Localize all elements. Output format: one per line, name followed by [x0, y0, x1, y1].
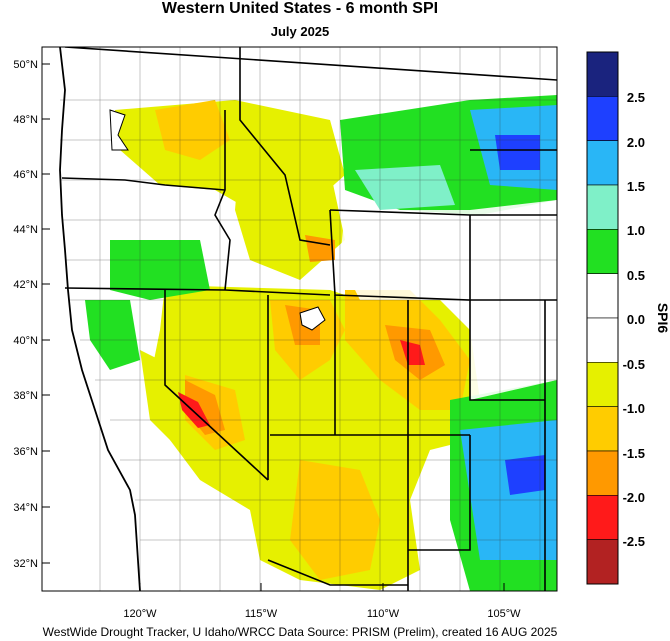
field-near-normal-wyoming — [340, 210, 470, 300]
legend-bin — [586, 539, 619, 585]
legend-tick-0.0: 0.0 — [627, 312, 645, 327]
lon-label-110w: 110°W — [367, 608, 400, 620]
legend-bin — [586, 96, 619, 141]
lat-label-50: 50°N — [13, 59, 38, 71]
map-subtitle: July 2025 — [270, 24, 330, 39]
county-grid — [60, 47, 557, 591]
legend-bin — [586, 362, 619, 407]
lat-axis — [42, 63, 50, 564]
lon-label-115w: 115°W — [245, 608, 278, 620]
lat-label-36: 36°N — [13, 446, 38, 458]
map-title: Western United States - 6 month SPI — [161, 0, 439, 17]
field-wet-california-coast — [85, 300, 140, 370]
legend-tick-2.0: 2.0 — [627, 135, 645, 150]
pacific-ocean — [42, 47, 140, 591]
lat-label-32: 32°N — [13, 558, 38, 570]
legend-bin — [586, 51, 619, 97]
legend-bin — [586, 495, 619, 540]
field-near-normal-oregon — [60, 190, 200, 240]
field-moderate-dry-oregon-north — [155, 100, 230, 160]
field-moderate-dry-arizona — [290, 460, 380, 580]
state-borders — [61, 47, 557, 591]
lon-axis — [139, 583, 505, 591]
lat-label-44: 44°N — [13, 224, 38, 236]
legend-title: SPI6 — [655, 303, 670, 334]
legend-tick-neg2.0: -2.0 — [623, 490, 645, 505]
legend-tick-neg1.5: -1.5 — [623, 446, 645, 461]
field-extreme-wet-dakotas — [495, 135, 540, 170]
puget-sound — [109, 109, 129, 151]
legend-bin — [586, 273, 619, 319]
field-wet-oregon — [110, 240, 210, 300]
lat-label-34: 34°N — [13, 502, 38, 514]
lat-label-38: 38°N — [13, 390, 38, 402]
legend-tick-neg1.0: -1.0 — [623, 401, 645, 416]
legend-bin — [586, 229, 619, 274]
legend-bin — [586, 317, 619, 363]
map-panel — [42, 47, 557, 591]
lon-label-105w: 105°W — [487, 608, 521, 620]
lat-label-42: 42°N — [13, 279, 38, 291]
legend-tick-0.5: 0.5 — [627, 268, 645, 283]
legend-bin — [586, 140, 619, 186]
legend-frame — [586, 51, 619, 585]
coastline — [59, 47, 141, 591]
legend-bin — [586, 406, 619, 452]
lat-label-46: 46°N — [13, 169, 38, 181]
lon-label-120w: 120°W — [123, 608, 157, 620]
great-salt-lake — [299, 306, 326, 331]
lat-label-48: 48°N — [13, 114, 38, 126]
lat-label-40: 40°N — [13, 335, 38, 347]
footer-credit: WestWide Drought Tracker, U Idaho/WRCC D… — [42, 625, 558, 639]
legend-colorbar — [586, 51, 619, 585]
legend-tick-1.5: 1.5 — [627, 179, 645, 194]
map-frame — [41, 46, 558, 592]
field-extreme-dry-colorado — [400, 340, 425, 365]
legend-tick-1.0: 1.0 — [627, 223, 645, 238]
legend-tick-neg2.5: -2.5 — [623, 534, 645, 549]
field-very-wet-plains — [460, 420, 557, 560]
legend-tick-neg0.5: -0.5 — [623, 357, 645, 372]
legend-tick-2.5: 2.5 — [627, 90, 645, 105]
field-extreme-wet-texas — [505, 455, 545, 495]
legend-bin — [586, 450, 619, 496]
legend-bin — [586, 184, 619, 230]
